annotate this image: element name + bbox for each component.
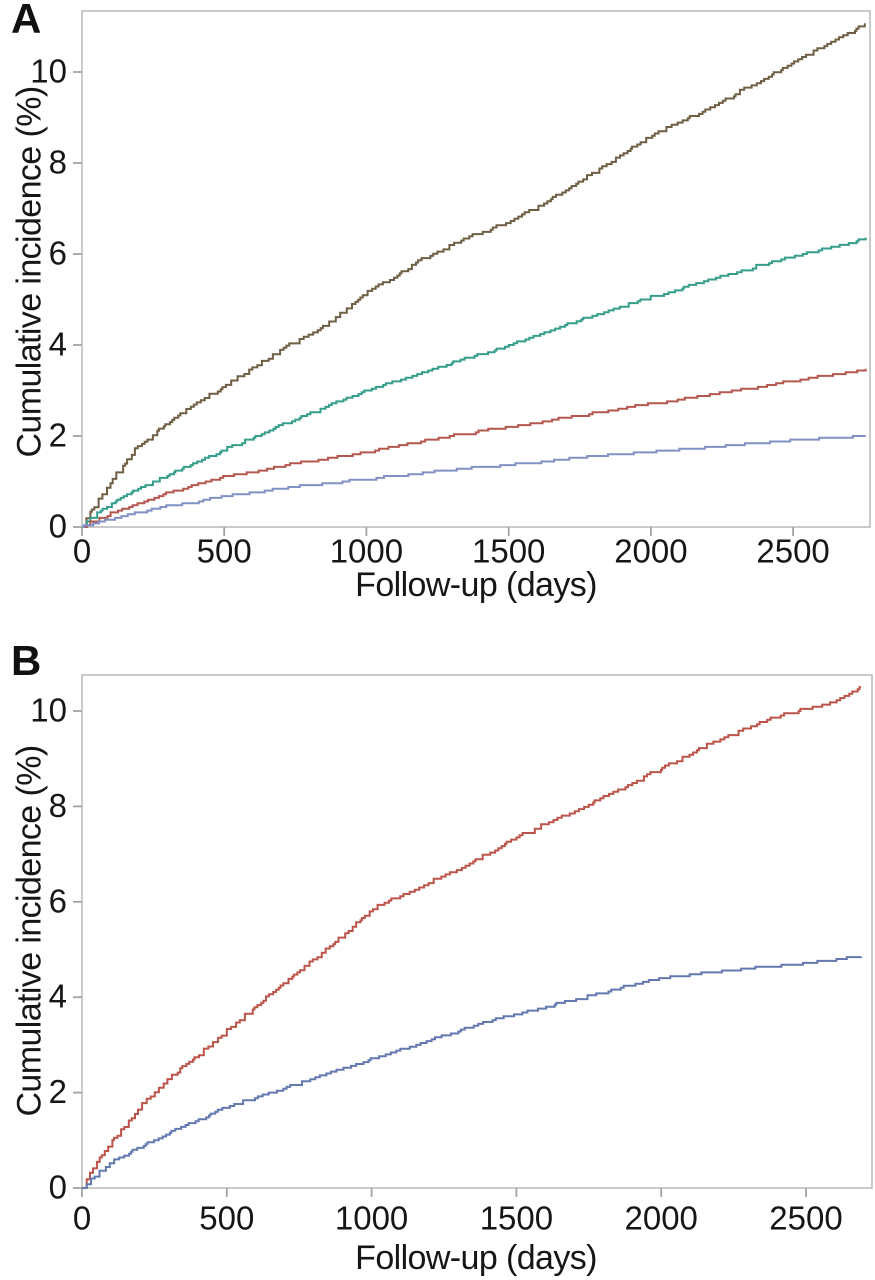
y-tick-label: 8 [49, 144, 67, 181]
x-tick-label: 1500 [480, 1200, 553, 1237]
x-tick-label: 2000 [624, 1200, 697, 1237]
y-tick-label: 10 [30, 692, 67, 729]
panel-a-curve-red [82, 368, 867, 528]
panel-a-curve-brown [82, 23, 866, 528]
panel-b-letter: B [11, 637, 41, 684]
x-tick-label: 1000 [335, 1200, 408, 1237]
plot-frame [81, 674, 873, 1189]
x-tick-label: 0 [73, 1200, 91, 1237]
y-tick-label: 0 [49, 1169, 67, 1206]
y-tick-label: 4 [49, 978, 67, 1015]
x-tick-label: 2000 [614, 533, 687, 570]
y-tick-label: 2 [49, 1073, 67, 1110]
plot-frame [81, 10, 871, 528]
panel-b-curve-red [82, 686, 861, 1189]
panel-b-curve-blue [82, 956, 862, 1189]
panel-a-curve-blue [82, 435, 866, 528]
x-tick-label: 2500 [756, 533, 829, 570]
panel-b-x-axis-title: Follow-up (days) [355, 1239, 597, 1277]
y-tick-label: 6 [49, 235, 67, 272]
panel-b-y-axis-title: Cumulative incidence (%) [10, 745, 49, 1117]
y-tick-label: 8 [49, 787, 67, 824]
y-tick-label: 10 [30, 53, 67, 90]
panel-a-curve-teal [82, 237, 867, 528]
panel-a-y-axis-title: Cumulative incidence (%) [10, 86, 49, 458]
y-tick-label: 6 [49, 882, 67, 919]
panel-a-x-axis-title: Follow-up (days) [355, 566, 597, 604]
x-tick-label: 2500 [769, 1200, 842, 1237]
y-tick-label: 4 [49, 326, 67, 363]
y-tick-label: 2 [49, 417, 67, 454]
y-tick-label: 0 [49, 508, 67, 545]
x-tick-label: 1000 [330, 533, 403, 570]
x-tick-label: 500 [197, 533, 252, 570]
panel-a-letter: A [11, 0, 41, 42]
x-tick-label: 1500 [472, 533, 545, 570]
x-tick-label: 500 [199, 1200, 254, 1237]
x-tick-label: 0 [73, 533, 91, 570]
